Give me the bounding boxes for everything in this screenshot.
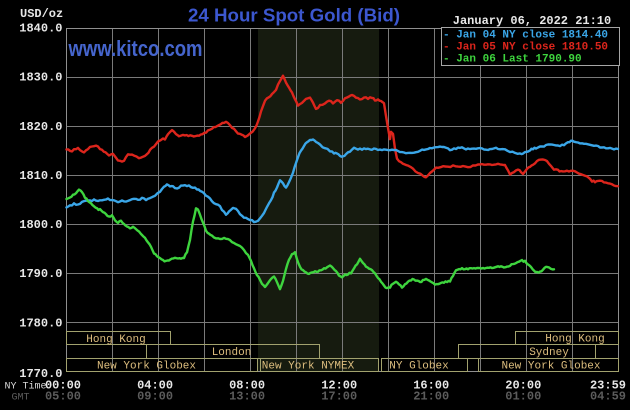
svg-text:21:00: 21:00 [413,390,449,404]
svg-text:12:00: 12:00 [321,379,357,393]
svg-text:www.kitco.com: www.kitco.com [68,36,203,61]
svg-text:1790.0: 1790.0 [19,267,62,281]
svg-text:1830.0: 1830.0 [19,71,62,85]
svg-text:1820.0: 1820.0 [19,120,62,134]
svg-text:1800.0: 1800.0 [19,218,62,232]
svg-text:17:00: 17:00 [321,390,357,404]
svg-text:01:00: 01:00 [505,390,541,404]
svg-text:London: London [212,347,252,359]
svg-text:GMT: GMT [12,393,30,404]
svg-text:USD/oz: USD/oz [20,7,63,21]
svg-text:16:00: 16:00 [413,379,449,393]
svg-text:04:00: 04:00 [137,379,173,393]
svg-text:20:00: 20:00 [505,379,541,393]
svg-text:04:59: 04:59 [590,390,626,404]
svg-text:New York Globex: New York Globex [97,361,196,373]
svg-text:1780.0: 1780.0 [19,316,62,330]
svg-text:05:00: 05:00 [45,390,81,404]
svg-text:13:00: 13:00 [229,390,265,404]
svg-text:24 Hour Spot Gold (Bid): 24 Hour Spot Gold (Bid) [188,6,400,26]
svg-text:- Jan 05 NY close 1810.50: - Jan 05 NY close 1810.50 [443,42,608,54]
svg-text:08:00: 08:00 [229,379,265,393]
svg-text:Hong Kong: Hong Kong [545,334,604,346]
svg-text:- Jan 06 Last 1790.90: - Jan 06 Last 1790.90 [443,54,582,66]
svg-text:- Jan 04 NY close 1814.40: - Jan 04 NY close 1814.40 [443,30,608,42]
svg-text:1770.0: 1770.0 [19,367,62,381]
svg-text:00:00: 00:00 [45,379,81,393]
svg-text:23:59: 23:59 [590,379,626,393]
svg-text:Hong Kong: Hong Kong [86,334,145,346]
svg-text:Sydney: Sydney [529,347,569,359]
svg-text:New York NYMEX: New York NYMEX [262,361,355,373]
svg-text:New York Globex: New York Globex [501,361,600,373]
svg-text:NY Globex: NY Globex [389,361,449,373]
svg-text:NY Time: NY Time [5,381,47,393]
svg-text:1810.0: 1810.0 [19,169,62,183]
svg-text:09:00: 09:00 [137,390,173,404]
svg-text:1840.0: 1840.0 [19,22,62,36]
svg-text:January 06, 2022 21:10: January 06, 2022 21:10 [453,14,611,28]
